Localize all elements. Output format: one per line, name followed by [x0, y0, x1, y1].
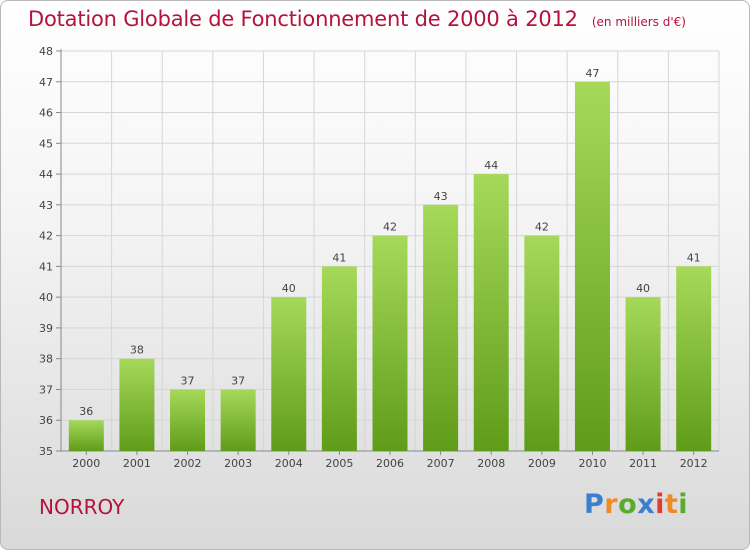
x-tick-label: 2000 [72, 457, 100, 470]
bar-2000 [68, 420, 104, 451]
x-tick-label: 2011 [629, 457, 657, 470]
bar-value-label: 41 [687, 251, 701, 264]
bar-value-label: 42 [383, 221, 397, 234]
bar-2009 [524, 235, 560, 451]
proxiti-logo: Proxiti [584, 489, 688, 520]
bar-value-label: 41 [332, 251, 346, 264]
bar-value-label: 44 [484, 159, 498, 172]
logo-letter: i [678, 489, 689, 520]
y-tick-label: 43 [39, 199, 53, 212]
bar-2005 [321, 266, 357, 451]
bar-2007 [423, 204, 459, 451]
logo-letter: x [637, 489, 656, 520]
bar-value-labels: 36 38 37 37 40 41 42 43 44 42 47 40 41 [79, 67, 700, 418]
bar-2011 [625, 297, 661, 451]
chart-title-text: Dotation Globale de Fonctionnement de 20… [28, 7, 578, 31]
y-tick-label: 42 [39, 230, 53, 243]
bar-value-label: 40 [282, 282, 296, 295]
commune-name: NORROY [39, 495, 125, 519]
y-tick-label: 36 [39, 414, 53, 427]
logo-letter: o [618, 489, 638, 520]
y-tick-label: 41 [39, 260, 53, 273]
logo-letter: P [584, 489, 605, 520]
y-tick-label: 47 [39, 76, 53, 89]
bar-value-label: 37 [181, 374, 195, 387]
x-tick-label: 2002 [174, 457, 202, 470]
x-tick-label: 2009 [528, 457, 556, 470]
logo-letter: t [664, 489, 679, 520]
x-tick-label: 2008 [477, 457, 505, 470]
bar-value-label: 36 [79, 405, 93, 418]
x-tick-label: 2001 [123, 457, 151, 470]
y-tick-label: 44 [39, 168, 53, 181]
bar-2008 [473, 174, 509, 452]
unit-note: (en milliers d'€) [591, 15, 686, 29]
bars [68, 81, 712, 452]
y-tick-label: 40 [39, 291, 53, 304]
bar-2004 [271, 297, 307, 451]
bar-value-label: 42 [535, 221, 549, 234]
y-tick-label: 38 [39, 353, 53, 366]
y-tick-label: 39 [39, 322, 53, 335]
bar-value-label: 37 [231, 374, 245, 387]
bar-2001 [119, 358, 155, 451]
bar-value-label: 47 [585, 67, 599, 80]
bar-2010 [574, 81, 610, 452]
x-tick-label: 2003 [224, 457, 252, 470]
bar-2002 [170, 389, 206, 451]
y-tick-label: 45 [39, 137, 53, 150]
bar-2003 [220, 389, 256, 451]
bar-2012 [676, 266, 712, 451]
y-tick-label: 37 [39, 383, 53, 396]
bar-value-label: 40 [636, 282, 650, 295]
y-tick-label: 48 [39, 45, 53, 58]
x-tick-label: 2006 [376, 457, 404, 470]
bar-2006 [372, 235, 408, 451]
logo-letter: r [604, 489, 619, 520]
y-tick-label: 46 [39, 107, 53, 120]
x-tick-label: 2012 [680, 457, 708, 470]
x-tick-label: 2005 [325, 457, 353, 470]
x-tick-label: 2007 [427, 457, 455, 470]
bar-value-label: 43 [434, 190, 448, 203]
chart-title: Dotation Globale de Fonctionnement de 20… [28, 7, 686, 31]
y-tick-label: 35 [39, 445, 53, 458]
x-tick-label: 2010 [578, 457, 606, 470]
x-tick-label: 2004 [275, 457, 303, 470]
logo-letter: i [655, 489, 665, 520]
bar-value-label: 38 [130, 344, 144, 357]
